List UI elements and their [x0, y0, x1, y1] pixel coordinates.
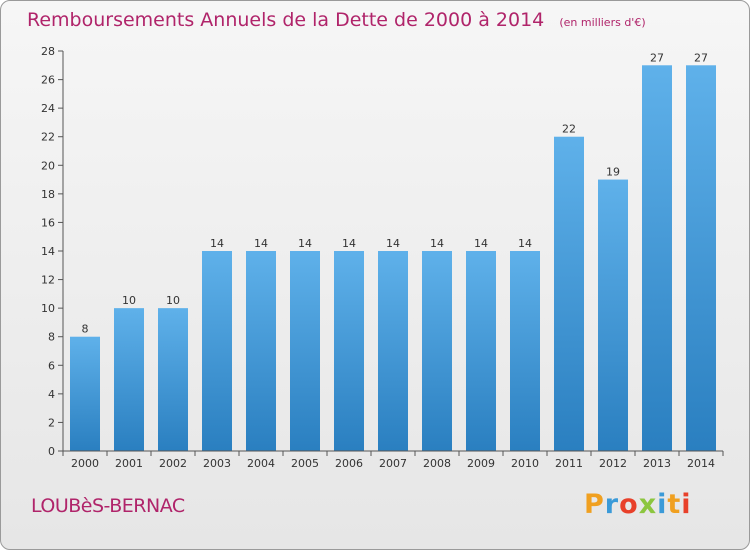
bar-2007 [378, 251, 408, 451]
bar-2010 [510, 251, 540, 451]
y-tick-label: 0 [48, 445, 55, 458]
logo-letter: i [657, 489, 668, 520]
logo-letter: x [638, 489, 658, 520]
data-label-2006: 14 [342, 237, 356, 250]
chart-subtitle: (en milliers d'€) [559, 16, 646, 29]
commune-name: LOUBèS-BERNAC [31, 495, 185, 517]
bar-2012 [598, 179, 628, 452]
data-label-2002: 10 [166, 294, 180, 307]
bars [70, 65, 716, 452]
y-tick-label: 14 [41, 245, 55, 258]
x-tick-label-2014: 2014 [687, 457, 715, 470]
x-tick-label-2001: 2001 [115, 457, 143, 470]
chart-title-block: Remboursements Annuels de la Dette de 20… [27, 9, 646, 31]
x-tick-label-2004: 2004 [247, 457, 275, 470]
bar-2009 [466, 251, 496, 451]
bar-2002 [158, 308, 188, 451]
y-tick-label: 28 [41, 45, 55, 58]
data-label-2000: 8 [82, 323, 89, 336]
y-tick-label: 6 [48, 359, 55, 372]
proxiti-logo[interactable]: Proxiti [584, 489, 692, 520]
logo-letter: i [681, 489, 692, 520]
chart-title: Remboursements Annuels de la Dette de 20… [27, 9, 545, 31]
x-tick-label-2005: 2005 [291, 457, 319, 470]
data-label-2013: 27 [650, 51, 664, 64]
y-tick-label: 22 [41, 131, 55, 144]
data-label-2012: 19 [606, 166, 620, 179]
bar-2008 [422, 251, 452, 451]
logo-letter: P [584, 489, 605, 520]
x-tick-label-2010: 2010 [511, 457, 539, 470]
bar-2003 [202, 251, 232, 451]
logo-letter: t [667, 489, 682, 520]
x-tick-label-2009: 2009 [467, 457, 495, 470]
data-labels: 8 10 10 14 14 14 14 14 14 14 14 22 19 27 27 [82, 51, 709, 335]
x-tick-label-2013: 2013 [643, 457, 671, 470]
bar-2014 [686, 65, 716, 452]
data-label-2010: 14 [518, 237, 532, 250]
x-tick-label-2012: 2012 [599, 457, 627, 470]
bar-2000 [70, 336, 100, 451]
bar-2001 [114, 308, 144, 451]
x-tick-label-2006: 2006 [335, 457, 363, 470]
x-tick-label-2008: 2008 [423, 457, 451, 470]
x-axis: 2000 2001 2002 2003 2004 2005 2006 2007 2008 2009… [62, 450, 724, 470]
x-tick-label-2011: 2011 [555, 457, 583, 470]
data-label-2001: 10 [122, 294, 136, 307]
data-label-2009: 14 [474, 237, 488, 250]
y-tick-label: 16 [41, 216, 55, 229]
data-label-2004: 14 [254, 237, 268, 250]
data-label-2005: 14 [298, 237, 312, 250]
bar-2013 [642, 65, 672, 452]
y-tick-label: 10 [41, 302, 55, 315]
y-tick-label: 8 [48, 331, 55, 344]
x-tick-label-2007: 2007 [379, 457, 407, 470]
x-tick-label-2002: 2002 [159, 457, 187, 470]
x-tick-label-2000: 2000 [71, 457, 99, 470]
data-label-2014: 27 [694, 51, 708, 64]
data-label-2007: 14 [386, 237, 400, 250]
y-tick-label: 2 [48, 416, 55, 429]
x-tick-label-2003: 2003 [203, 457, 231, 470]
logo-letter: r [604, 489, 620, 520]
data-label-2008: 14 [430, 237, 444, 250]
y-tick-label: 12 [41, 274, 55, 287]
y-tick-label: 26 [41, 74, 55, 87]
bar-2005 [290, 251, 320, 451]
data-label-2011: 22 [562, 123, 576, 136]
bar-2011 [554, 136, 584, 451]
y-tick-label: 24 [41, 102, 55, 115]
y-tick-label: 18 [41, 188, 55, 201]
logo-letter: o [619, 489, 639, 520]
bar-2006 [334, 251, 364, 451]
y-tick-label: 20 [41, 159, 55, 172]
data-label-2003: 14 [210, 237, 224, 250]
y-tick-label: 4 [48, 388, 55, 401]
bar-2004 [246, 251, 276, 451]
